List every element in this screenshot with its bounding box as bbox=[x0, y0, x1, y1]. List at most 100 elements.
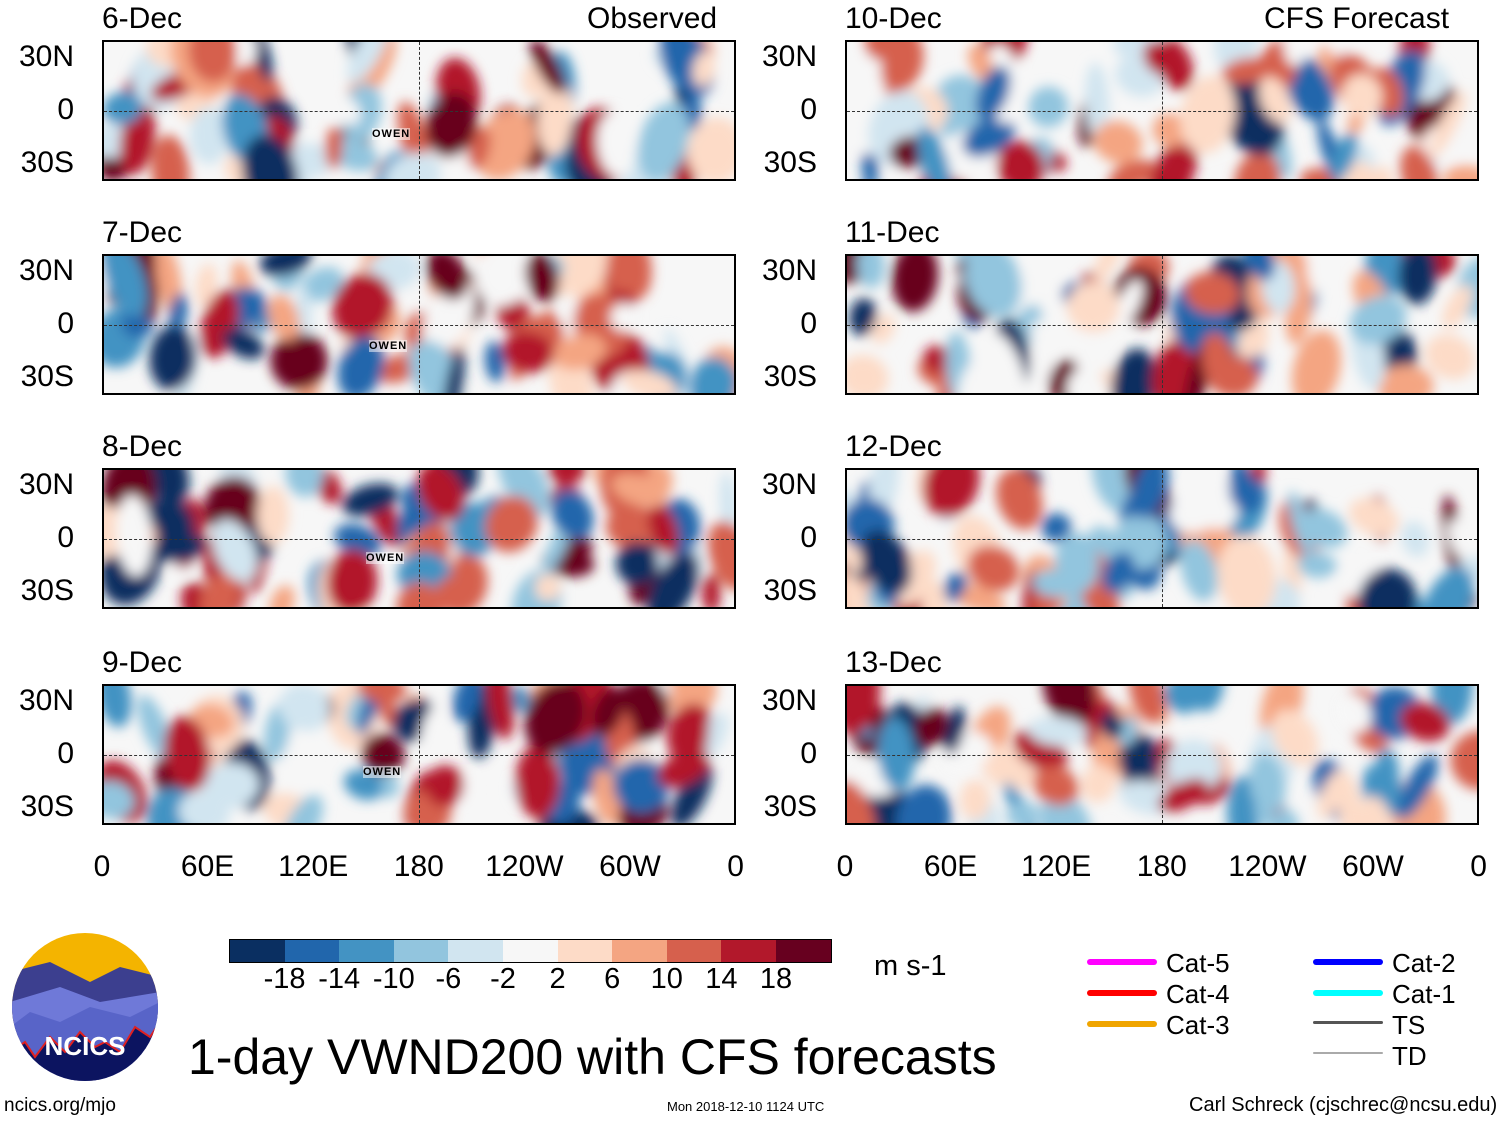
wind-anomaly-blob bbox=[1326, 42, 1351, 57]
figure-title: 1-day VWND200 with CFS forecasts bbox=[188, 1029, 997, 1085]
wind-anomaly-blob bbox=[1148, 136, 1198, 179]
panel-date: 12-Dec bbox=[845, 430, 942, 463]
wind-anomaly-blob bbox=[1242, 256, 1275, 281]
wind-anomaly-blob bbox=[1431, 686, 1473, 725]
wind-anomaly-blob bbox=[1372, 166, 1393, 179]
lon-label: 60W bbox=[599, 850, 661, 883]
wind-anomaly-blob bbox=[425, 92, 477, 158]
wind-anomaly-blob bbox=[1249, 753, 1286, 814]
wind-anomaly-blob bbox=[1376, 364, 1434, 393]
wind-anomaly-blob bbox=[238, 42, 257, 65]
colorbar-bin bbox=[557, 940, 613, 962]
dateline bbox=[419, 470, 420, 607]
legend-line-cat-2 bbox=[1313, 959, 1383, 965]
wind-anomaly-blob bbox=[1229, 473, 1265, 513]
legend-label: Cat-1 bbox=[1392, 979, 1456, 1009]
storm-label-owen: OWEN bbox=[366, 552, 405, 564]
wind-anomaly-blob bbox=[897, 42, 919, 80]
wind-anomaly-blob bbox=[896, 784, 952, 823]
wind-anomaly-blob bbox=[920, 580, 948, 607]
wind-anomaly-blob bbox=[596, 111, 636, 178]
wind-anomaly-blob bbox=[326, 549, 378, 607]
map-panel: OWEN bbox=[102, 254, 736, 395]
wind-anomaly-blob bbox=[1006, 801, 1039, 823]
wind-anomaly-blob bbox=[145, 470, 190, 506]
lon-label: 0 bbox=[93, 850, 111, 883]
wind-anomaly-blob bbox=[1032, 765, 1079, 806]
dateline bbox=[1162, 256, 1163, 393]
wind-anomaly-blob bbox=[1397, 754, 1439, 820]
wind-anomaly-blob bbox=[121, 308, 154, 338]
wind-anomaly-blob bbox=[270, 331, 328, 391]
colorbar-label: 14 bbox=[705, 963, 738, 995]
wind-anomaly-blob bbox=[615, 542, 659, 586]
wind-anomaly-blob bbox=[104, 780, 135, 820]
wind-anomaly-blob bbox=[356, 686, 407, 703]
legend-label: TD bbox=[1392, 1041, 1427, 1071]
wind-anomaly-blob bbox=[1419, 567, 1475, 607]
wind-anomaly-blob bbox=[1032, 569, 1076, 598]
wind-anomaly-blob bbox=[1066, 281, 1120, 333]
panel-date: 10-Dec bbox=[845, 2, 942, 35]
storm-label-owen: OWEN bbox=[372, 128, 411, 140]
wind-anomaly-blob bbox=[622, 369, 678, 393]
wind-anomaly-blob bbox=[285, 470, 324, 497]
wind-anomaly-blob bbox=[278, 686, 331, 732]
wind-anomaly-blob bbox=[425, 765, 464, 807]
wind-anomaly-blob bbox=[657, 750, 710, 788]
wind-anomaly-blob bbox=[256, 486, 289, 545]
wind-anomaly-blob bbox=[637, 102, 690, 179]
legend-line-cat-4 bbox=[1087, 990, 1157, 996]
wind-anomaly-blob bbox=[1158, 778, 1209, 813]
wind-anomaly-blob bbox=[1258, 76, 1292, 124]
wind-anomaly-blob bbox=[606, 256, 643, 293]
wind-anomaly-blob bbox=[957, 359, 992, 393]
wind-anomaly-blob bbox=[1217, 535, 1277, 607]
wind-anomaly-blob bbox=[1041, 513, 1072, 543]
lat-label: 30N bbox=[761, 468, 817, 501]
lon-label: 120E bbox=[1021, 850, 1092, 883]
wind-anomaly-blob bbox=[551, 490, 594, 540]
wind-anomaly-blob bbox=[1070, 327, 1113, 375]
lat-label: 0 bbox=[800, 737, 817, 770]
wind-anomaly-blob bbox=[975, 65, 1011, 121]
lon-label: 60W bbox=[1342, 850, 1404, 883]
wind-anomaly-blob bbox=[530, 42, 566, 95]
colorbar-bin bbox=[502, 940, 558, 962]
wind-anomaly-blob bbox=[537, 79, 573, 156]
wind-anomaly-blob bbox=[1111, 348, 1157, 393]
wind-anomaly-blob bbox=[1221, 57, 1270, 84]
lon-label: 0 bbox=[1470, 850, 1487, 883]
wind-anomaly-blob bbox=[199, 572, 240, 607]
wind-anomaly-blob bbox=[1066, 368, 1110, 393]
footer-author: Carl Schreck (cjschrec@ncsu.edu) bbox=[1189, 1094, 1498, 1116]
wind-anomaly-blob bbox=[524, 686, 586, 755]
wind-anomaly-blob bbox=[1039, 792, 1092, 823]
wind-anomaly-blob bbox=[534, 573, 560, 602]
lat-label: 30N bbox=[761, 40, 817, 73]
wind-anomaly-blob bbox=[1335, 770, 1365, 823]
footer-url[interactable]: ncics.org/mjo bbox=[4, 1095, 116, 1116]
wind-anomaly-blob bbox=[959, 779, 991, 821]
colorbar-bin bbox=[448, 940, 503, 962]
wind-anomaly-blob bbox=[702, 573, 721, 607]
lat-label: 0 bbox=[57, 93, 74, 126]
wind-anomaly-blob bbox=[212, 519, 258, 582]
wind-anomaly-blob bbox=[204, 476, 261, 537]
wind-anomaly-blob bbox=[1180, 540, 1218, 602]
wind-anomaly-blob bbox=[1349, 295, 1407, 345]
panel-date: 13-Dec bbox=[845, 646, 942, 679]
wind-anomaly-blob bbox=[509, 686, 531, 713]
wind-anomaly-blob bbox=[384, 152, 442, 179]
wind-anomaly-blob bbox=[188, 42, 237, 83]
wind-anomaly-blob bbox=[1129, 686, 1166, 724]
wind-anomaly-blob bbox=[1400, 145, 1438, 179]
legend-line-cat-5 bbox=[1087, 959, 1157, 965]
colorbar-label: 10 bbox=[650, 963, 683, 995]
wind-anomaly-blob bbox=[964, 256, 1022, 318]
map-panel bbox=[845, 684, 1479, 825]
wind-anomaly-blob bbox=[325, 126, 343, 169]
colorbar-label: -6 bbox=[435, 963, 462, 995]
colorbar-bin bbox=[612, 940, 667, 962]
legend-line-ts bbox=[1313, 1021, 1383, 1024]
